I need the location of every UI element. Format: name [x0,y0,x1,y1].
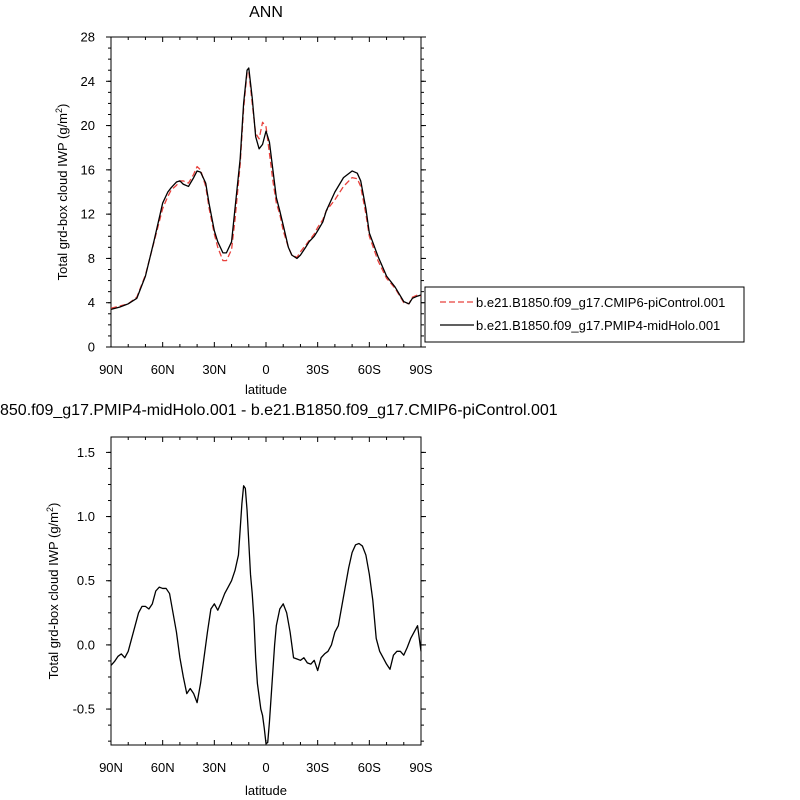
top-chart-title: ANN [249,4,283,21]
top-chart-series [110,67,422,310]
top-chart-xtick-label-4: 30S [306,362,329,377]
top-chart-xlabel: latitude [245,382,287,397]
bottom-chart-series-line-0 [110,485,422,745]
top-chart-ytick-label-3: 12 [81,207,95,222]
top-chart-ytick-label-1: 4 [88,295,95,310]
top-chart-series-line-0 [110,70,422,309]
bottom-chart-xtick-label-1: 60N [151,760,175,775]
legend-label-midholo: b.e21.B1850.f09_g17.PMIP4-midHolo.001 [476,318,720,333]
top-chart: ANN 90N 60N 30N 0 30S 60S 90S 0 4 8 12 16 20 24 28 lat… [54,4,745,397]
bottom-chart-ytick-label-4: 1.5 [77,445,95,460]
top-chart-ytick-label-2: 8 [88,251,95,266]
bottom-chart-xtick-label-3: 0 [262,760,269,775]
bottom-chart-ylabel: Total grd-box cloud IWP (g/m2) [45,503,61,680]
top-chart-ytick-label-7: 28 [81,30,95,45]
bottom-chart-ytick-label-0: -0.5 [73,702,95,717]
top-chart-ytick-label-0: 0 [88,340,95,355]
top-chart-xtick-label-2: 30N [202,362,226,377]
bottom-chart-ytick-label-3: 1.0 [77,509,95,524]
top-chart-xtick-label-1: 60N [151,362,175,377]
bottom-chart-series [110,485,422,745]
legend-label-control: b.e21.B1850.f09_g17.CMIP6-piControl.001 [476,295,725,310]
top-chart-ytick-label-6: 24 [81,74,95,89]
bottom-chart-xtick-label-0: 90N [99,760,123,775]
top-chart-legend: b.e21.B1850.f09_g17.CMIP6-piControl.001 … [424,286,745,343]
bottom-chart-xtick-label-6: 90S [409,760,432,775]
top-chart-ticks: 90N 60N 30N 0 30S 60S 90S 0 4 8 12 16 20 24 28 [81,30,433,378]
top-chart-xtick-label-3: 0 [262,362,269,377]
bottom-chart: 850.f09_g17.PMIP4-midHolo.001 - b.e21.B1… [0,402,558,798]
top-chart-xtick-label-0: 90N [99,362,123,377]
bottom-chart-xlabel: latitude [245,783,287,798]
bottom-chart-xtick-label-2: 30N [202,760,226,775]
top-chart-xtick-label-5: 60S [358,362,381,377]
bottom-chart-title: 850.f09_g17.PMIP4-midHolo.001 - b.e21.B1… [0,402,558,419]
top-chart-xtick-label-6: 90S [409,362,432,377]
top-chart-ytick-label-5: 20 [81,118,95,133]
bottom-chart-ytick-label-1: 0.0 [77,637,95,652]
top-chart-ytick-label-4: 16 [81,162,95,177]
top-chart-ylabel: Total grd-box cloud IWP (g/m2) [54,104,70,281]
bottom-chart-ticks: 90N 60N 30N 0 30S 60S 90S -0.5 0.0 0.5 1.0 1.5 [73,437,433,775]
bottom-chart-xtick-label-5: 60S [358,760,381,775]
legend-box [424,286,745,343]
bottom-chart-ytick-label-2: 0.5 [77,573,95,588]
top-chart-series-line-1 [110,67,422,310]
bottom-chart-xtick-label-4: 30S [306,760,329,775]
